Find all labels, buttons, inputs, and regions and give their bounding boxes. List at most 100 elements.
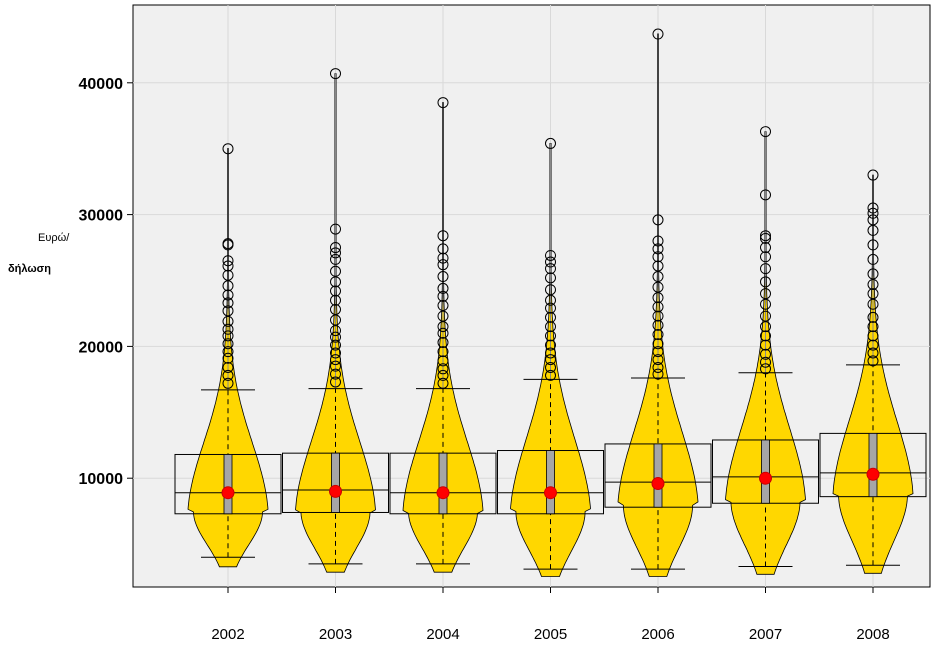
outlier-point xyxy=(437,336,449,348)
violin-group-2002 xyxy=(174,143,282,568)
y-tick-label: 40000 xyxy=(79,76,124,93)
mean-marker xyxy=(544,486,557,500)
inner-box xyxy=(331,452,340,513)
outlier-point xyxy=(330,376,341,388)
outlier-point xyxy=(437,321,449,333)
outlier-point xyxy=(330,276,341,288)
outlier-point xyxy=(222,323,234,335)
outlier-point xyxy=(545,361,556,373)
outlier-point xyxy=(652,319,664,331)
outlier-point xyxy=(867,278,879,290)
outlier-point xyxy=(652,354,664,366)
mean-marker xyxy=(866,467,880,481)
outlier-point xyxy=(222,315,234,327)
outlier-point xyxy=(330,68,341,80)
outlier-point xyxy=(760,356,771,368)
outlier-point xyxy=(545,354,556,366)
outlier-point xyxy=(545,256,556,268)
outlier-point xyxy=(760,310,771,322)
mean-marker xyxy=(759,471,772,485)
outlier-point xyxy=(222,297,234,309)
outlier-point xyxy=(760,251,771,263)
y-tick-label: 10000 xyxy=(79,471,124,488)
outlier-point xyxy=(545,294,556,306)
outlier-point xyxy=(760,288,771,300)
outlier-point xyxy=(867,202,879,214)
outlier-point xyxy=(437,243,449,255)
outlier-point xyxy=(652,310,664,322)
inner-box xyxy=(546,450,555,515)
outlier-point xyxy=(867,214,879,226)
outlier-point xyxy=(437,282,449,294)
outlier-point xyxy=(330,294,341,306)
outlier-point xyxy=(330,247,341,259)
outlier-point xyxy=(222,238,234,250)
y-tick-label: 30000 xyxy=(79,208,124,225)
outlier-point xyxy=(760,126,771,138)
outlier-point xyxy=(867,268,879,280)
x-tick-label: 2004 xyxy=(426,626,459,643)
outlier-point xyxy=(437,377,449,389)
outlier-point xyxy=(437,300,449,312)
mean-marker xyxy=(651,476,665,490)
outlier-point xyxy=(330,360,341,372)
y-axis-label-line2: δήλωση xyxy=(8,263,51,275)
outlier-point xyxy=(222,338,234,350)
outlier-point xyxy=(760,348,771,360)
outlier-point xyxy=(222,280,234,292)
outlier-point xyxy=(222,260,234,272)
inner-box xyxy=(653,443,663,508)
outlier-point xyxy=(545,263,556,275)
outlier-point xyxy=(545,272,556,284)
x-tick-label: 2005 xyxy=(534,626,567,643)
y-tick-label: 20000 xyxy=(79,339,124,356)
outlier-point xyxy=(437,327,449,339)
outlier-point xyxy=(437,369,449,381)
violin-group-2007 xyxy=(712,126,819,575)
violin-group-2006 xyxy=(604,28,712,577)
outlier-point xyxy=(222,352,234,364)
outlier-point xyxy=(760,330,771,342)
outlier-point xyxy=(652,338,664,350)
outlier-point xyxy=(330,223,341,235)
outlier-point xyxy=(222,330,234,342)
violin-plots xyxy=(174,28,927,577)
outlier-point xyxy=(652,329,664,341)
outlier-point xyxy=(652,361,664,373)
mean-marker xyxy=(221,486,235,500)
outlier-point xyxy=(437,346,449,358)
outlier-point xyxy=(867,224,879,236)
outlier-point xyxy=(545,249,556,261)
outlier-point xyxy=(437,252,449,264)
outlier-point xyxy=(545,321,556,333)
outlier-point xyxy=(652,346,664,358)
violin-group-2003 xyxy=(282,68,389,573)
x-tick-label: 2002 xyxy=(211,626,244,643)
outlier-point xyxy=(545,284,556,296)
mean-marker xyxy=(329,484,342,498)
outlier-point xyxy=(867,330,879,342)
outlier-point xyxy=(437,290,449,302)
mean-marker xyxy=(436,486,450,500)
outlier-point xyxy=(867,239,879,251)
outlier-point xyxy=(437,259,449,271)
outlier-point xyxy=(330,331,341,343)
x-tick-label: 2006 xyxy=(641,626,674,643)
outlier-point xyxy=(652,28,664,40)
outlier-point xyxy=(330,314,341,326)
outlier-point xyxy=(760,230,771,242)
outlier-point xyxy=(330,347,341,359)
outlier-point xyxy=(437,230,449,242)
outlier-point xyxy=(222,255,234,267)
outlier-point xyxy=(652,251,664,263)
outlier-point xyxy=(437,97,449,109)
outlier-point xyxy=(222,346,234,358)
outlier-point xyxy=(222,369,234,381)
x-tick-label: 2003 xyxy=(319,626,352,643)
outlier-point xyxy=(545,302,556,314)
outlier-point xyxy=(652,271,664,283)
outlier-point xyxy=(760,242,771,254)
outlier-point xyxy=(867,288,879,300)
outlier-point xyxy=(330,339,341,351)
